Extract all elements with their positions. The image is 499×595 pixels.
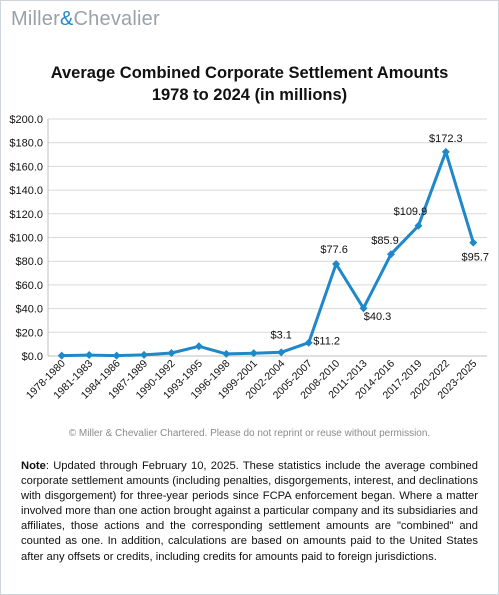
data-point [222, 349, 231, 358]
y-tick-label: $60.0 [15, 280, 43, 292]
data-point [112, 351, 121, 360]
chart-title-line1: Average Combined Corporate Settlement Am… [50, 64, 449, 82]
data-label: $11.2 [313, 336, 340, 348]
y-tick-label: $180.0 [9, 138, 43, 150]
y-tick-label: $160.0 [9, 161, 43, 173]
data-label: $3.1 [271, 329, 292, 341]
logo-part1: Miller [11, 8, 60, 30]
data-label: $109.9 [394, 206, 428, 218]
data-point [441, 147, 450, 156]
logo-part2: Chevalier [73, 8, 160, 30]
data-point [277, 348, 286, 357]
y-tick-label: $120.0 [9, 209, 43, 221]
y-tick-label: $140.0 [9, 185, 43, 197]
y-tick-label: $100.0 [9, 233, 43, 245]
y-tick-label: $0.0 [22, 351, 43, 363]
logo-ampersand: & [59, 8, 74, 30]
footnote: Note: Updated through February 10, 2025.… [21, 459, 478, 565]
data-point [332, 260, 341, 269]
chart-title-line2: 1978 to 2024 (in millions) [151, 86, 348, 104]
data-label: $77.6 [320, 244, 348, 256]
y-tick-label: $80.0 [15, 256, 43, 268]
copyright-notice: © Miller & Chevalier Chartered. Please d… [68, 428, 431, 439]
data-label: $172.3 [429, 133, 463, 145]
data-point [469, 238, 478, 247]
data-point [414, 221, 423, 230]
note-label: Note [21, 460, 46, 472]
data-point [249, 349, 258, 358]
line-chart: $0.0 $20.0 $40.0 $60.0 $80.0 $100.0 $120.0 $140… [9, 114, 490, 402]
data-point [304, 338, 313, 347]
y-tick-label: $200.0 [9, 114, 43, 126]
data-label: $40.3 [364, 311, 392, 323]
data-point [194, 342, 203, 351]
data-point [167, 349, 176, 358]
note-text: : Updated through February 10, 2025. The… [21, 460, 478, 563]
series-line [61, 150, 475, 358]
data-point [140, 350, 149, 359]
y-tick-label: $40.0 [15, 304, 43, 316]
data-point [386, 250, 395, 259]
data-label: $95.7 [462, 252, 490, 264]
data-point [57, 351, 66, 360]
data-point [85, 351, 94, 360]
y-tick-label: $20.0 [15, 327, 43, 339]
company-logo: Miller&Chevalier [11, 8, 160, 31]
data-label: $85.9 [371, 235, 399, 247]
data-point [359, 304, 368, 313]
